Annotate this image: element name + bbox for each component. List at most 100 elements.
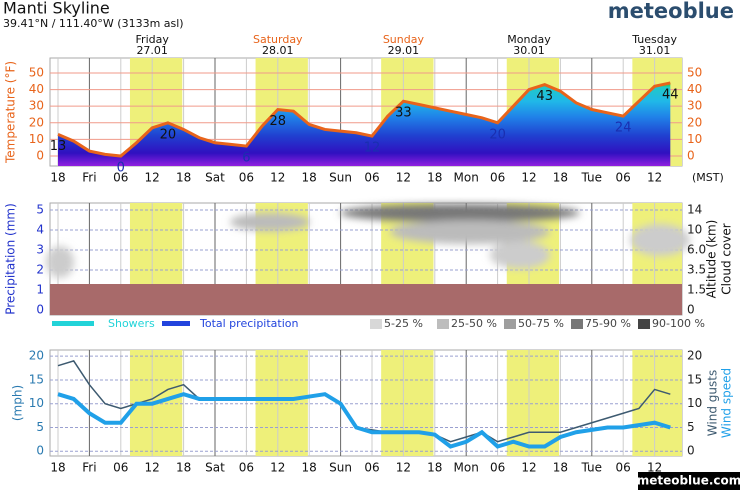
y2-tick-label: 3.5 [687,263,706,277]
y2-tick-label: 20 [687,349,702,363]
y-tick-label: 3 [36,243,44,257]
cloud-legend-label: 90-100 % [652,317,705,330]
temperature-line [57,81,671,158]
cloud-legend-swatch [638,319,650,329]
legend-swatch [52,321,94,326]
cloud-legend-swatch [504,319,516,329]
y2-tick-label: 20 [687,115,702,129]
cloud-legend-label: 50-75 % [518,317,564,330]
x-tick-label: 12 [647,461,662,475]
x-tick-label: 12 [521,461,536,475]
y2-tick-label: 0 [687,444,695,458]
x-tick-label: 18 [427,461,442,475]
x-tick-label: 12 [396,171,411,185]
y2-tick-label: 1.5 [687,283,706,297]
temperature-label: 6 [242,151,250,166]
x-tick-label: Mon [454,171,479,185]
y-tick-label: 40 [29,82,44,96]
temperature-label: 24 [615,121,632,136]
x-tick-label: Sat [205,461,225,475]
y-tick-label: 1 [36,283,44,297]
x-tick-label: Sun [329,461,352,475]
x-tick-label: 06 [616,171,631,185]
x-tick-label: Fri [82,171,96,185]
x-tick-label: 12 [145,461,160,475]
cloud-blob [230,213,310,231]
x-tick-label: Sat [205,171,225,185]
y-tick-label: 4 [36,223,44,237]
x-tick-label: 18 [302,171,317,185]
x-tick-label: 06 [239,171,254,185]
y2-axis-label: Cloud cover [720,223,734,295]
y-tick-label: 5 [36,203,44,217]
x-tick-label: 18 [50,171,65,185]
cloud-blob [630,224,690,256]
y-tick-label: 2 [36,263,44,277]
x-tick-label: 12 [396,461,411,475]
y-tick-label: 20 [29,349,44,363]
x-tick-label: 18 [427,171,442,185]
legend-label: Total precipitation [199,317,299,330]
cloud-legend-label: 75-90 % [585,317,631,330]
x-tick-label: 06 [364,171,379,185]
y2-tick-label: 6.0 [687,243,706,257]
subtitle: 39.41°N / 111.40°W (3133m asl) [3,17,184,30]
y-tick-label: 10 [29,396,44,410]
cloud-blob [390,220,550,244]
y2-tick-label: 15 [687,372,702,386]
cloud-legend-label: 25-50 % [451,317,497,330]
y-tick-label: 0 [36,303,44,317]
series-label: Wind gusts [706,370,720,436]
y-tick-label: 10 [29,132,44,146]
day-date: 29.01 [388,44,420,57]
y-tick-label: 15 [29,372,44,386]
x-tick-label: 12 [647,171,662,185]
temperature-label: 28 [270,114,287,129]
legend-swatch [162,321,190,326]
day-name: Tuesday [631,33,677,46]
cloud-cover [46,204,690,278]
x-tick-label: 12 [270,461,285,475]
x-tick-label: 06 [490,171,505,185]
x-tick-label: Mon [454,461,479,475]
y-tick-label: 50 [29,65,44,79]
x-tick-label: 06 [490,461,505,475]
temperature-label: 12 [364,141,381,156]
y-axis-label: (mph) [11,385,25,421]
x-tick-label: 06 [364,461,379,475]
x-tick-label: 12 [270,171,285,185]
x-tick-label: 18 [176,171,191,185]
title: Manti Skyline [3,0,110,18]
y2-tick-label: 10 [687,132,702,146]
series-label: Wind speed [720,368,734,438]
temperature-label: 20 [160,127,177,142]
cloud-legend-swatch [571,319,583,329]
temperature-label: 33 [395,106,412,121]
temperature-label: 0 [117,161,125,176]
x-tick-label: 12 [521,171,536,185]
y2-tick-label: 0 [687,149,695,163]
y2-tick-label: 0 [687,303,695,317]
legend-label: Showers [108,317,155,330]
y2-axis-label: Altitude (km) [705,220,719,299]
wind-line [57,392,671,449]
terrain [50,284,682,315]
x-tick-label: 12 [145,171,160,185]
x-tick-label: 18 [50,461,65,475]
y-axis-label: Temperature (°F) [4,61,18,164]
y2-tick-label: 5 [687,420,695,434]
cloud-blob [340,204,580,222]
x-tick-label: 18 [176,461,191,475]
x-tick-label: 06 [239,461,254,475]
daylight-band [506,350,560,456]
time-zone-label: (MST) [692,171,724,184]
y-tick-label: 0 [36,444,44,458]
x-tick-label: 06 [113,171,128,185]
cloud-blob [46,246,74,278]
daylight-band [255,350,308,456]
cloud-blob [490,241,550,269]
x-tick-label: 18 [553,171,568,185]
